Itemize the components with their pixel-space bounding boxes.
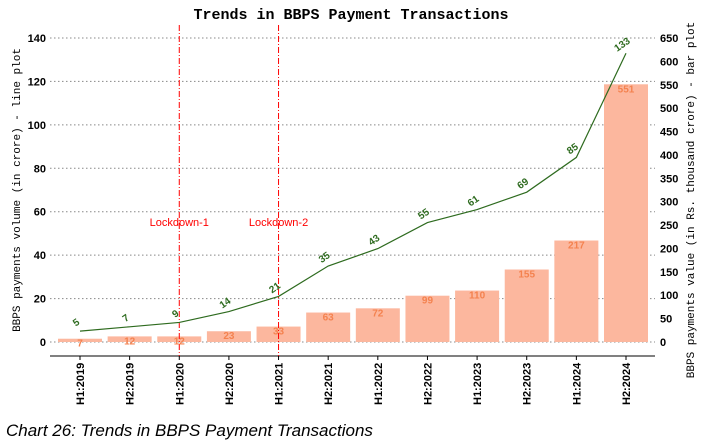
line-value-label: 55 <box>416 207 432 223</box>
y-right-tick-label: 600 <box>660 56 678 68</box>
x-tick-label: H1:2019 <box>75 363 87 405</box>
y-right-tick-label: 400 <box>660 150 678 162</box>
bar <box>455 290 500 342</box>
x-tick-label: H2:2020 <box>224 363 236 405</box>
bar-value-label: 63 <box>323 313 335 324</box>
bar-value-label: 12 <box>174 336 186 347</box>
y-right-axis-label: BBPS payments value (in Rs. thousand cro… <box>686 22 698 378</box>
y-right-tick-label: 550 <box>660 80 678 92</box>
y-right-tick-label: 450 <box>660 127 678 139</box>
bar-value-label: 217 <box>568 241 585 252</box>
bar-value-label: 155 <box>518 270 535 281</box>
y-right-tick-label: 0 <box>660 337 666 349</box>
line-value-label: 21 <box>267 280 283 296</box>
lockdown-label: Lockdown-1 <box>150 217 209 229</box>
bar <box>504 269 549 342</box>
line-value-label: 5 <box>71 317 82 329</box>
y-right-tick-label: 250 <box>660 220 678 232</box>
chart-caption: Chart 26: Trends in BBPS Payment Transac… <box>6 421 373 440</box>
bar <box>554 240 599 342</box>
x-tick-label: H1:2023 <box>472 363 484 405</box>
line-value-label: 35 <box>317 250 333 266</box>
y-left-tick-label: 100 <box>28 120 46 132</box>
y-left-axis-label: BBPS payments volume (in crore) - line p… <box>12 48 24 332</box>
y-right-tick-label: 350 <box>660 173 678 185</box>
line-value-label: 85 <box>565 141 581 157</box>
line-value-label: 7 <box>121 312 132 324</box>
y-left-tick-label: 120 <box>28 76 46 88</box>
bar-value-label: 99 <box>422 296 434 307</box>
y-left-tick-label: 40 <box>34 250 46 262</box>
line-value-label: 9 <box>170 308 181 320</box>
bar <box>58 338 102 342</box>
y-left-tick-label: 140 <box>28 33 46 45</box>
y-right-tick-label: 150 <box>660 267 678 279</box>
volume-line <box>79 52 627 332</box>
line-value-label: 61 <box>466 194 482 210</box>
bar <box>157 336 202 342</box>
bar <box>306 312 351 342</box>
y-right-tick-label: 50 <box>660 314 672 326</box>
x-tick-label: H2:2023 <box>522 363 534 405</box>
bar <box>206 331 251 342</box>
line-value-label: 69 <box>516 176 532 192</box>
y-right-tick-label: 300 <box>660 197 678 209</box>
y-right-tick-label: 500 <box>660 103 678 115</box>
bar <box>604 84 648 342</box>
bar <box>405 295 450 342</box>
y-left-tick-label: 20 <box>34 294 46 306</box>
x-tick-label: H2:2021 <box>323 363 335 405</box>
bar-value-label: 12 <box>124 336 136 347</box>
bar <box>355 308 400 342</box>
chart-title: Trends in BBPS Payment Transactions <box>193 7 508 24</box>
x-tick-label: H1:2022 <box>373 363 385 405</box>
x-tick-label: H2:2024 <box>621 362 633 405</box>
y-right-tick-label: 650 <box>660 33 678 45</box>
y-right-tick-label: 100 <box>660 290 678 302</box>
lockdown-label: Lockdown-2 <box>249 217 308 229</box>
chart: Trends in BBPS Payment Transactions 0 20 40… <box>12 7 698 405</box>
x-tick-label: H1:2024 <box>571 362 583 405</box>
x-tick-label: H1:2020 <box>174 363 186 405</box>
bar-value-label: 7 <box>77 339 83 350</box>
x-tick-label: H2:2019 <box>125 363 137 405</box>
x-tick-label: H1:2021 <box>274 363 286 405</box>
line-value-label: 133 <box>613 36 633 55</box>
y-left-tick-label: 80 <box>34 163 46 175</box>
bar <box>107 336 152 342</box>
line-value-label: 43 <box>367 233 383 249</box>
y-left-tick-label: 60 <box>34 207 46 219</box>
bar-value-label: 551 <box>618 84 635 95</box>
line-value-label: 14 <box>218 296 234 312</box>
y-left-tick-label: 0 <box>40 337 46 349</box>
bar-value-label: 23 <box>223 331 235 342</box>
bar-value-label: 33 <box>273 327 285 338</box>
x-tick-label: H2:2022 <box>422 363 434 405</box>
bar-value-label: 72 <box>372 308 384 319</box>
y-right-tick-label: 200 <box>660 243 678 255</box>
bar-value-label: 110 <box>469 291 486 302</box>
